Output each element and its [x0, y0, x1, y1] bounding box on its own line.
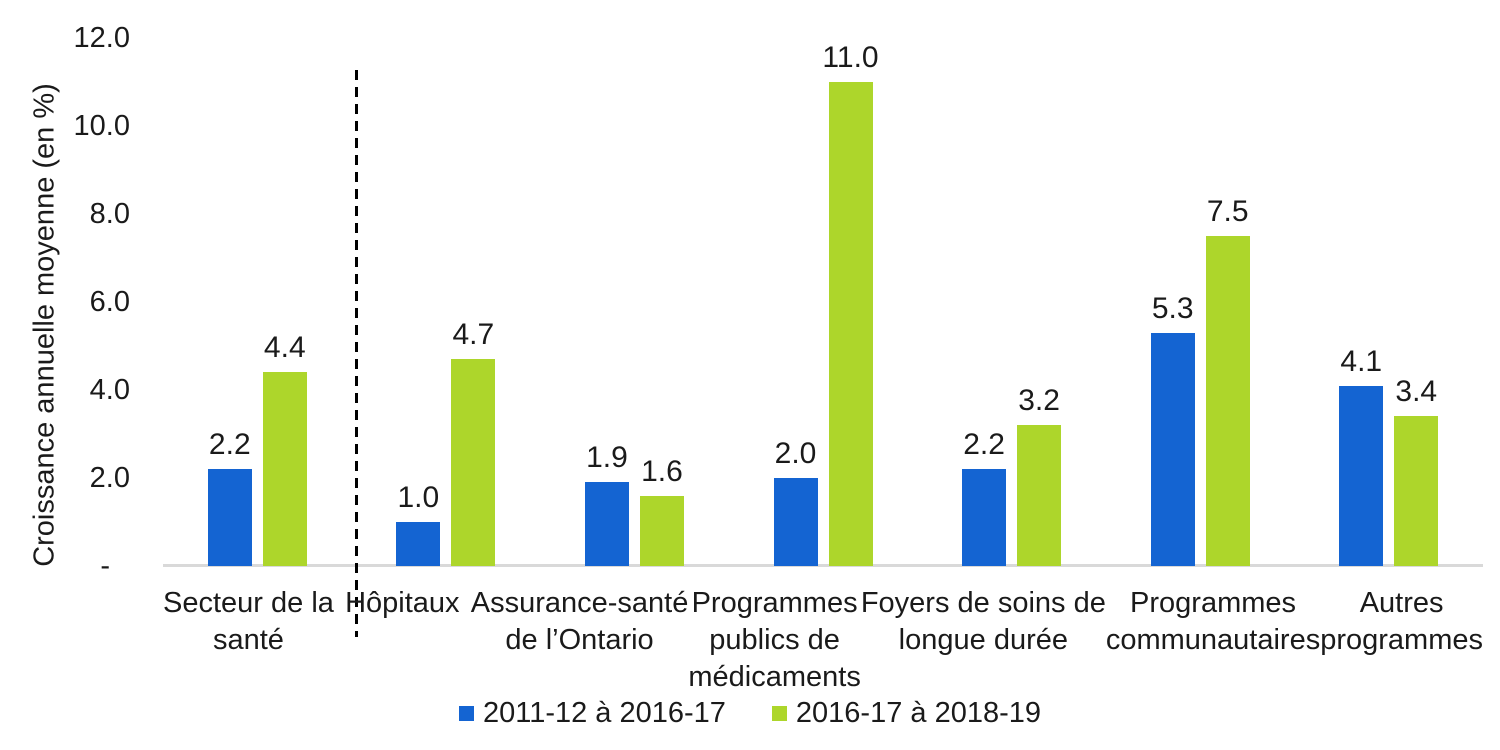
category-label-line: Assurance-santé — [470, 587, 689, 619]
bar-value-label: 3.2 — [1018, 384, 1060, 417]
bar-wrap: 4.4 — [262, 331, 307, 566]
bar-series-2 — [1394, 416, 1439, 566]
bar-series-1 — [396, 522, 441, 566]
plot-area: 2.2 4.4 1.0 4.7 1.9 1.6 2.0 11.0 2.2 3.2 5.3 7.5 4.1… — [163, 38, 1483, 566]
bar-value-label: 1.9 — [586, 441, 628, 474]
bar-wrap: 4.1 — [1339, 345, 1384, 566]
category-label: Programmes communautaires — [1106, 585, 1320, 696]
category-label-line: publics de — [709, 624, 840, 656]
y-tick-label: 2.0 — [89, 462, 130, 494]
bar-series-1 — [584, 482, 629, 566]
bar-value-label: 11.0 — [822, 41, 879, 74]
category-label-line: de l’Ontario — [505, 624, 654, 656]
y-tick-label: 8.0 — [89, 198, 130, 230]
bar-wrap: 2.0 — [773, 437, 818, 566]
bar-wrap: 2.2 — [962, 428, 1007, 566]
legend: 2011-12 à 2016-17 2016-17 à 2018-19 — [0, 697, 1500, 729]
category-label: Autres programmes — [1320, 585, 1483, 696]
bar-series-2 — [639, 496, 684, 566]
bar-value-label: 1.6 — [641, 455, 683, 488]
category-label-line: Foyers de soins de — [860, 587, 1106, 619]
bar-wrap: 5.3 — [1150, 292, 1195, 566]
bar-series-1 — [1150, 333, 1195, 566]
bar-wrap: 1.6 — [639, 455, 684, 566]
category-label-line: médicaments — [688, 661, 861, 693]
bar-series-1 — [773, 478, 818, 566]
category-label-line: santé — [212, 624, 284, 656]
bar-value-label: 2.2 — [963, 428, 1005, 461]
legend-item: 2011-12 à 2016-17 — [458, 697, 726, 729]
category-label: Secteur de la santé — [163, 585, 334, 696]
legend-item: 2016-17 à 2018-19 — [771, 697, 1042, 729]
bar-group: 5.3 7.5 — [1106, 38, 1295, 566]
y-tick-label: - — [100, 550, 110, 582]
y-tick-label: 12.0 — [73, 22, 130, 54]
category-label-line: Autres — [1359, 587, 1444, 619]
bar-group: 2.0 11.0 — [729, 38, 918, 566]
category-label: Assurance-santé de l’Ontario — [471, 585, 689, 696]
bar-value-label: 4.7 — [452, 318, 495, 351]
bar-group: 1.0 4.7 — [352, 38, 541, 566]
bar-value-label: 3.4 — [1395, 375, 1438, 408]
x-axis-line — [163, 564, 1483, 567]
bar-wrap: 7.5 — [1205, 195, 1250, 566]
series-separator-line — [355, 70, 358, 637]
bar-series-2 — [262, 372, 307, 566]
legend-swatch — [771, 705, 787, 721]
bar-wrap: 4.7 — [451, 318, 496, 566]
bar-value-label: 2.2 — [208, 428, 251, 461]
bar-series-2 — [1205, 236, 1250, 566]
category-label-line: programmes — [1320, 624, 1483, 656]
bar-value-label: 4.1 — [1340, 345, 1383, 378]
bar-wrap: 11.0 — [822, 41, 879, 566]
bar-wrap: 3.4 — [1394, 375, 1439, 566]
category-label-line: Secteur de la — [163, 587, 334, 619]
bar-series-1 — [207, 469, 252, 566]
category-label: Programmes publics de médicaments — [688, 585, 860, 696]
y-tick-label: 4.0 — [89, 374, 130, 406]
category-label-line: longue durée — [898, 624, 1068, 656]
bar-value-label: 1.0 — [397, 481, 440, 514]
bar-wrap: 2.2 — [207, 428, 252, 566]
bar-wrap: 3.2 — [1017, 384, 1062, 566]
bar-value-label: 2.0 — [774, 437, 817, 470]
category-label-line: Programmes — [691, 587, 858, 619]
legend-label: 2016-17 à 2018-19 — [795, 697, 1042, 729]
bar-series-2 — [451, 359, 496, 566]
legend-label: 2011-12 à 2016-17 — [482, 697, 726, 729]
category-label-line: Programmes — [1130, 587, 1297, 619]
bar-group: 2.2 3.2 — [917, 38, 1106, 566]
bar-group: 1.9 1.6 — [540, 38, 729, 566]
bar-wrap: 1.9 — [584, 441, 629, 566]
legend-swatch — [458, 705, 474, 721]
category-label-line: communautaires — [1105, 624, 1321, 656]
category-label: Foyers de soins de longue durée — [861, 585, 1106, 696]
bar-series-2 — [828, 82, 873, 566]
category-label-line: Hôpitaux — [345, 587, 460, 619]
bar-series-2 — [1017, 425, 1062, 566]
y-tick-label: 6.0 — [89, 286, 130, 318]
x-axis-category-labels: Secteur de la santé Hôpitaux Assurance-sant… — [163, 585, 1483, 696]
y-tick-label: 10.0 — [73, 110, 130, 142]
bar-series-1 — [1339, 386, 1384, 566]
bar-group: 2.2 4.4 — [163, 38, 352, 566]
bar-value-label: 5.3 — [1151, 292, 1194, 325]
bar-value-label: 4.4 — [263, 331, 306, 364]
bar-wrap: 1.0 — [396, 481, 441, 566]
bar-value-label: 7.5 — [1206, 195, 1249, 228]
bar-series-1 — [962, 469, 1007, 566]
bar-group: 4.1 3.4 — [1294, 38, 1483, 566]
category-label: Hôpitaux — [334, 585, 471, 696]
